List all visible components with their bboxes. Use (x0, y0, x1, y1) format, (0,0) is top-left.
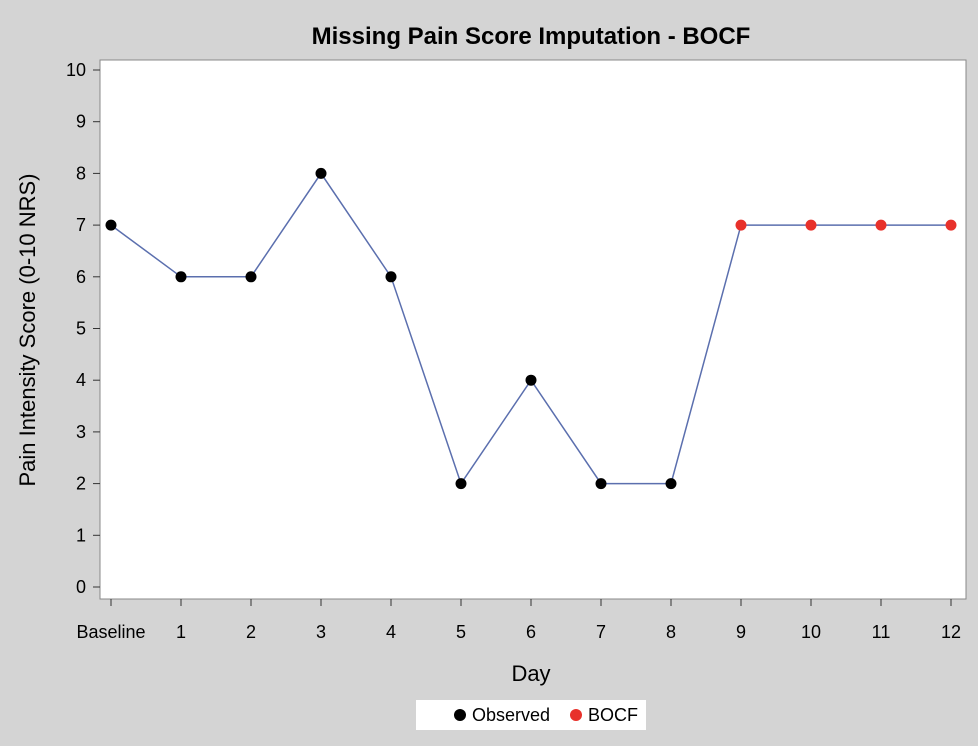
x-tick-label: 4 (386, 622, 396, 642)
y-tick-label: 5 (76, 319, 86, 339)
x-tick-label: 11 (872, 622, 891, 642)
legend-marker-observed (454, 709, 466, 721)
data-point-observed (105, 219, 117, 231)
y-tick-label: 4 (76, 370, 86, 390)
y-tick-label: 7 (76, 215, 86, 235)
y-tick-label: 2 (76, 474, 86, 494)
legend-marker-bocf (570, 709, 582, 721)
x-tick-label: 12 (941, 622, 961, 642)
y-tick-label: 3 (76, 422, 86, 442)
x-axis: Baseline 1 2 3 4 5 6 7 8 9 10 11 12 (76, 599, 961, 642)
x-tick-label: 9 (736, 622, 746, 642)
chart-title: Missing Pain Score Imputation - BOCF (312, 23, 751, 50)
data-point-observed (175, 271, 187, 283)
data-point-observed (245, 271, 257, 283)
y-axis: 0 1 2 3 4 5 6 7 8 9 10 (66, 60, 100, 597)
x-tick-label: 2 (246, 622, 256, 642)
y-tick-label: 6 (76, 267, 86, 287)
y-tick-label: 9 (76, 112, 86, 132)
data-point-observed (315, 167, 327, 179)
x-tick-label: 3 (316, 622, 326, 642)
plot-area (99, 59, 967, 600)
data-point-observed (455, 478, 467, 490)
data-point-bocf (805, 219, 817, 231)
x-tick-label: 1 (176, 622, 186, 642)
x-tick-label: 8 (666, 622, 676, 642)
data-point-observed (595, 478, 607, 490)
y-tick-label: 1 (76, 525, 86, 545)
y-tick-label: 10 (66, 60, 86, 80)
y-tick-label: 0 (76, 577, 86, 597)
x-tick-label: 5 (456, 622, 466, 642)
legend-label-observed: Observed (472, 705, 550, 725)
data-point-observed (385, 271, 397, 283)
legend: Observed BOCF (416, 700, 646, 730)
data-point-bocf (735, 219, 747, 231)
data-point-observed (525, 374, 537, 386)
x-tick-label: 10 (801, 622, 821, 642)
legend-label-bocf: BOCF (588, 705, 638, 725)
data-point-observed (665, 478, 677, 490)
x-tick-label: Baseline (76, 622, 145, 642)
y-axis-label: Pain Intensity Score (0-10 NRS) (15, 173, 40, 486)
x-tick-label: 6 (526, 622, 536, 642)
x-axis-label: Day (511, 661, 550, 686)
x-tick-label: 7 (596, 622, 606, 642)
y-tick-label: 8 (76, 163, 86, 183)
data-points (105, 167, 957, 490)
data-point-bocf (945, 219, 957, 231)
data-point-bocf (875, 219, 887, 231)
